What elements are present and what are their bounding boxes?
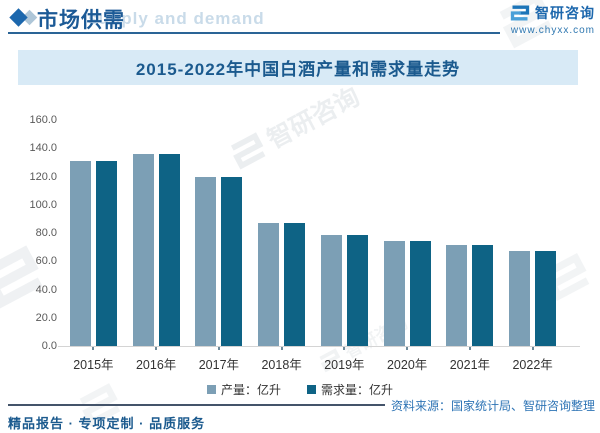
legend-item: 产量：亿升 <box>206 381 281 398</box>
y-tick-label: 0.0 <box>41 340 57 352</box>
x-tick-label: 2022年 <box>512 358 553 372</box>
brand-logo-icon <box>510 5 530 21</box>
bar-需求量-2021年 <box>472 245 494 346</box>
bar-需求量-2018年 <box>284 223 306 346</box>
bar-产量-2018年 <box>258 223 280 346</box>
x-tick-label: 2017年 <box>198 358 240 372</box>
y-tick-label: 120.0 <box>29 170 57 183</box>
x-tick <box>343 347 345 350</box>
y-tick-label: 80.0 <box>35 227 57 239</box>
bar-group-2016年 <box>125 120 188 346</box>
diamond-icon <box>9 8 28 27</box>
bar-group-2017年 <box>188 120 251 346</box>
footer-tagline: 精品报告 · 专项定制 · 品质服务 <box>8 416 206 431</box>
legend-item: 需求量：亿升 <box>307 381 393 398</box>
x-tick <box>155 347 157 350</box>
x-axis-labels: 2015年 2016年 2017年 2018年 2019年 2020年 2021年 2022年 <box>62 354 564 373</box>
x-tick-label: 2019年 <box>324 358 365 372</box>
x-tick-label: 2020年 <box>386 358 428 372</box>
bar-产量-2017年 <box>195 177 217 346</box>
header-divider <box>8 32 500 34</box>
y-tick-label: 20.0 <box>35 311 57 324</box>
data-source: 资料来源：国家统计局、智研咨询整理 <box>390 399 595 413</box>
bar-需求量-2019年 <box>346 235 368 346</box>
bar-group-2015年 <box>62 120 125 346</box>
y-tick-label: 40.0 <box>35 283 57 296</box>
bar-需求量-2020年 <box>409 241 431 346</box>
bar-group-2022年 <box>501 120 564 346</box>
x-tick-label: 2016年 <box>135 358 177 372</box>
x-axis-line <box>58 346 580 347</box>
x-tick <box>469 347 471 350</box>
x-tick-label: 2015年 <box>73 358 114 372</box>
y-axis: 160.0 140.0 120.0 100.0 80.0 60.0 40.0 20.0 0.0 <box>0 113 57 358</box>
bar-产量-2021年 <box>446 245 468 346</box>
legend-label: 需求量：亿升 <box>321 383 394 397</box>
y-tick-label: 140.0 <box>29 142 57 155</box>
legend-marker-icon <box>307 385 316 394</box>
header-ghost-text: supply and demand <box>88 9 265 28</box>
bar-group-2020年 <box>376 120 439 346</box>
chart-title-band: 2015-2022年中国白酒产量和需求量走势 <box>18 50 578 85</box>
x-tick <box>532 347 534 350</box>
y-tick-label: 100.0 <box>29 198 57 211</box>
brand-logo: 智研咨询 www.chyxx.com <box>510 3 595 36</box>
page-title: 市场供需 <box>37 9 125 32</box>
x-tick <box>281 347 283 350</box>
bar-需求量-2016年 <box>158 154 180 346</box>
bar-产量-2016年 <box>132 154 154 346</box>
legend-label: 产量：亿升 <box>220 383 281 397</box>
brand-url: www.chyxx.com <box>510 25 595 36</box>
x-tick <box>218 347 220 350</box>
y-tick-label: 160.0 <box>29 114 57 126</box>
x-tick-label: 2021年 <box>449 358 491 372</box>
x-tick <box>406 347 408 350</box>
bar-产量-2020年 <box>383 241 405 346</box>
bar-需求量-2022年 <box>535 251 557 346</box>
brand-name: 智研咨询 <box>535 5 595 21</box>
plot-area <box>62 120 564 346</box>
x-tick-label: 2018年 <box>261 358 302 372</box>
y-tick-label: 60.0 <box>35 255 57 268</box>
chart-title: 2015-2022年中国白酒产量和需求量走势 <box>135 60 461 79</box>
chart-legend: 产量：亿升 需求量：亿升 <box>0 381 600 398</box>
footer-divider <box>8 404 385 406</box>
bar-产量-2019年 <box>320 235 342 346</box>
bar-group-2021年 <box>439 120 502 346</box>
legend-marker-icon <box>206 385 216 394</box>
bar-需求量-2017年 <box>221 177 243 346</box>
bar-需求量-2015年 <box>95 161 117 346</box>
bar-group-2019年 <box>313 120 376 346</box>
bar-产量-2022年 <box>509 251 531 346</box>
bar-group-2018年 <box>250 120 313 346</box>
bar-产量-2015年 <box>69 161 91 346</box>
x-tick <box>92 347 94 350</box>
